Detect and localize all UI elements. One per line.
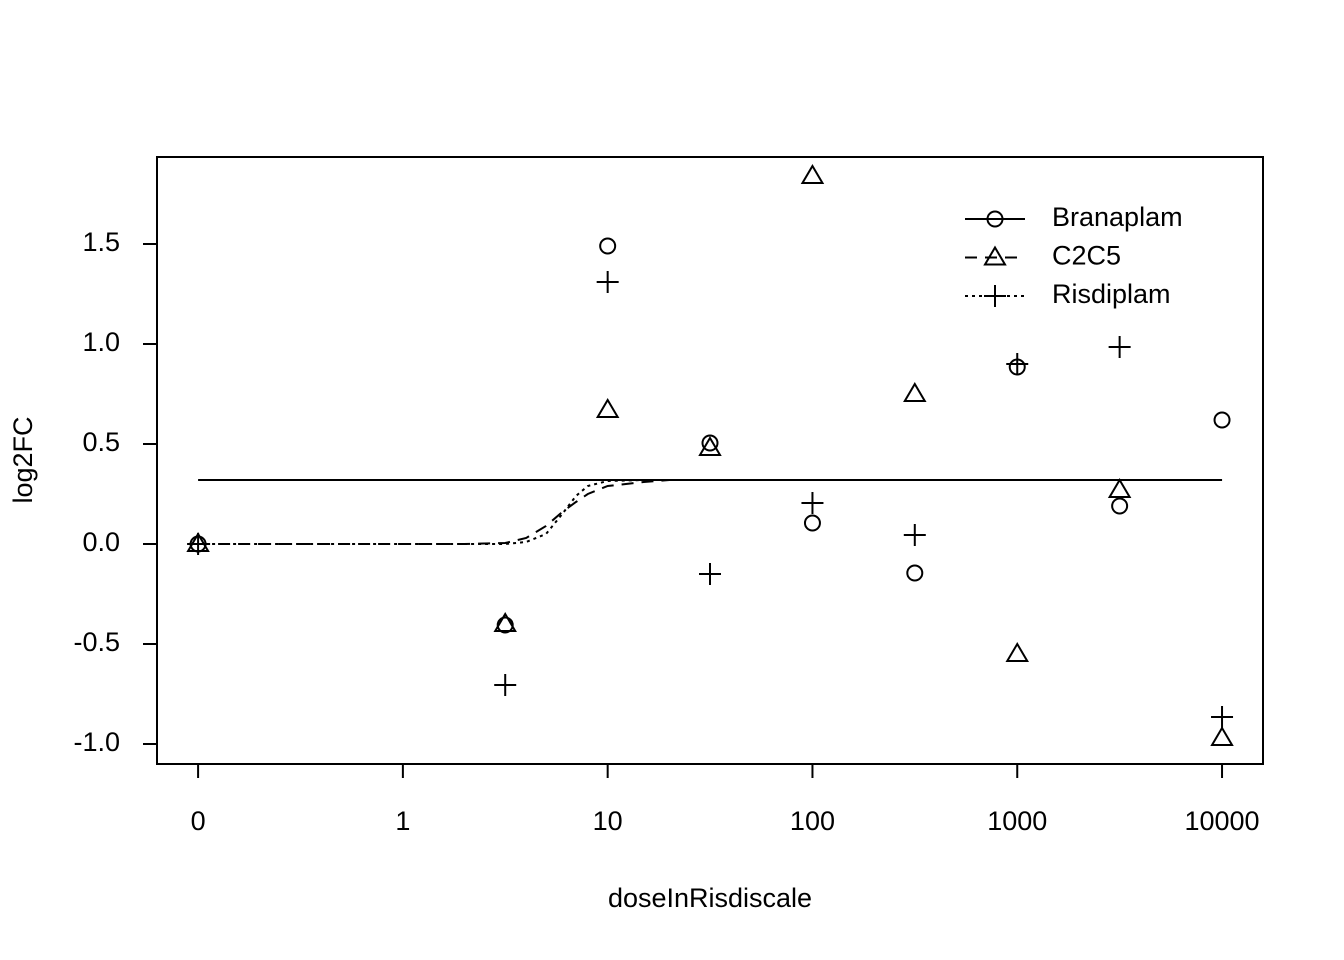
point [903, 382, 927, 402]
point [1211, 706, 1234, 728]
y-tick-label: 0.0 [82, 527, 120, 557]
x-tick-label: 10000 [1184, 806, 1259, 836]
x-tick-label: 1000 [987, 806, 1047, 836]
point [1213, 411, 1231, 429]
point [1111, 497, 1129, 515]
legend-label: C2C5 [1052, 241, 1121, 271]
legend-label: Branaplam [1052, 202, 1183, 232]
legend-marker [983, 245, 1007, 266]
y-tick-label: 1.0 [82, 327, 120, 357]
point [493, 612, 517, 632]
point [803, 514, 821, 532]
point [903, 524, 926, 546]
point [800, 164, 825, 184]
legend-marker [986, 210, 1004, 228]
y-axis-label: log2FC [8, 416, 38, 503]
point [1005, 642, 1029, 662]
point [187, 533, 210, 555]
point [1108, 336, 1131, 358]
point [1006, 353, 1029, 375]
point [699, 563, 721, 585]
point [801, 492, 824, 514]
point [1210, 726, 1234, 746]
y-tick-label: 1.5 [82, 227, 120, 257]
x-tick-label: 100 [790, 806, 835, 836]
y-tick-label: -0.5 [73, 627, 120, 657]
y-tick-label: -1.0 [73, 727, 120, 757]
legend-label: Risdiplam [1052, 279, 1171, 309]
legend-marker [984, 285, 1006, 307]
point [494, 674, 517, 696]
point [701, 434, 719, 452]
point [599, 237, 617, 255]
x-tick-label: 10 [593, 806, 623, 836]
point [595, 398, 620, 418]
point [698, 436, 722, 456]
x-tick-label: 1 [395, 806, 410, 836]
x-tick-label: 0 [191, 806, 206, 836]
y-tick-label: 0.5 [82, 427, 120, 457]
point [596, 271, 619, 293]
plot-frame [156, 156, 1264, 765]
point [906, 564, 924, 582]
point [1107, 478, 1132, 498]
x-axis-label: doseInRisdiscale [608, 883, 812, 913]
